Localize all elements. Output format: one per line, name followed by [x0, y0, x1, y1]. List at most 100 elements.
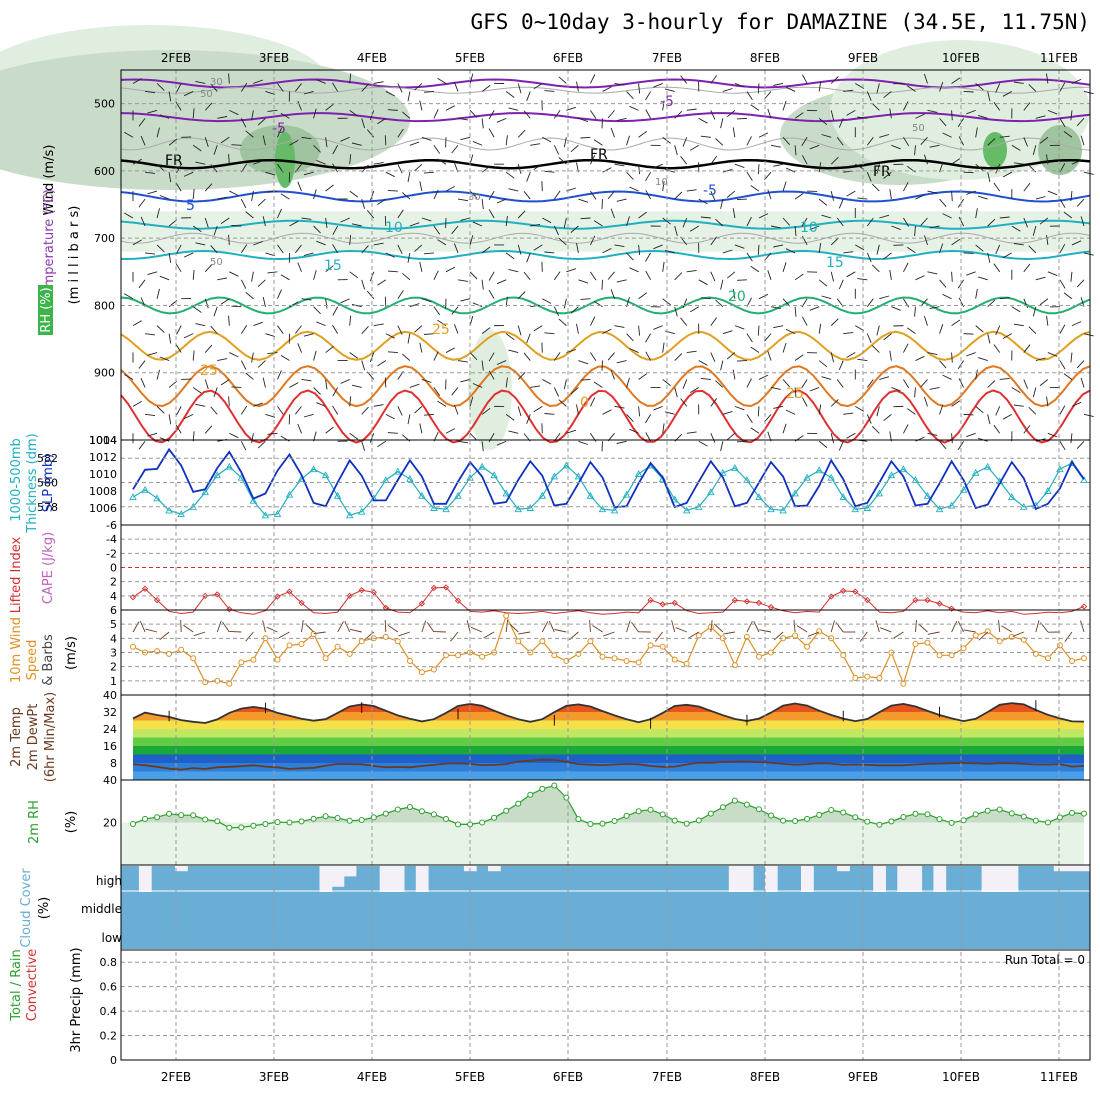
wind-barb: [257, 440, 266, 449]
wind-barb: [469, 190, 478, 199]
wind-barb: [689, 225, 700, 232]
wind-barb: [939, 243, 944, 254]
wind-barb: [871, 264, 880, 273]
wind-barb: [830, 433, 835, 444]
li-point: [129, 594, 137, 601]
wind-barb: [530, 385, 541, 388]
wind-barb: [423, 333, 434, 335]
wind-barb-10m: [753, 621, 760, 633]
bottom-date-tick: 11FEB: [1040, 1070, 1078, 1084]
li-tick: -4: [106, 533, 117, 546]
contour-label: 25: [786, 386, 804, 402]
wind-barb-10m: [266, 626, 278, 633]
wind-barb-10m: [145, 628, 158, 633]
wind-barb: [838, 198, 844, 209]
wind-barb-10m: [304, 623, 314, 633]
wind-barb: [915, 275, 925, 281]
wind-barb: [397, 290, 404, 299]
wind-barb: [204, 264, 213, 273]
wind-barb: [469, 235, 474, 246]
ylabel-thickness-b: Thickness (dm): [25, 433, 40, 533]
wind-barb: [764, 252, 772, 261]
wind-barb: [879, 295, 890, 300]
wind-barb: [349, 432, 359, 440]
wind-barb: [156, 163, 165, 172]
wind-barb: [340, 136, 350, 142]
wind-barb: [229, 271, 239, 277]
wind-barb: [1028, 406, 1037, 415]
wind-barb: [481, 441, 484, 452]
wind-barb: [316, 240, 326, 246]
wind-speed-point: [671, 656, 678, 663]
ylabel-slp-part: SLP (mb): [41, 454, 56, 513]
wind-barb: [927, 271, 938, 275]
precip-tick: 0.6: [100, 981, 118, 994]
wind-barb: [855, 244, 865, 251]
wind-barb: [505, 377, 508, 388]
wind-barb-10m: [998, 620, 1001, 633]
wind-barb: [866, 137, 874, 146]
wind-barb: [229, 109, 239, 116]
wind-barb: [168, 252, 172, 263]
wind-barb: [662, 342, 665, 353]
wind-barb: [638, 83, 641, 94]
thickness-point: [321, 471, 330, 479]
wind-barb: [204, 217, 209, 228]
contour-label: FR: [590, 147, 608, 163]
wind-speed-point: [611, 655, 618, 662]
top-date-tick: 4FEB: [357, 51, 387, 65]
wind-barb: [846, 271, 856, 278]
ylabel-cape: CAPE (J/kg): [41, 532, 56, 604]
wind-speed-point: [286, 642, 293, 649]
wind-barb: [245, 130, 254, 138]
wind-barb: [674, 387, 678, 398]
wind-barb-10m: [688, 631, 700, 639]
wind-barb: [802, 316, 808, 326]
wind-barb: [610, 208, 615, 219]
run-total-annotation: Run Total = 0: [1005, 953, 1085, 967]
wind-barb: [957, 279, 964, 289]
contour-label: 15: [324, 258, 342, 274]
wind-barb: [1035, 357, 1046, 361]
wind-barb: [782, 262, 787, 272]
wind-barb-10m: [245, 631, 254, 642]
temp-band: [133, 746, 1084, 755]
rh-point: [394, 806, 401, 813]
wind-barb: [710, 398, 718, 407]
wind-barb: [664, 249, 675, 254]
wind-barb: [818, 323, 822, 334]
wind-barb: [530, 304, 541, 308]
thickness-point: [935, 505, 944, 513]
wind-barb: [530, 143, 541, 146]
wind-barb: [445, 105, 456, 111]
wind-barb: [726, 432, 736, 441]
wind-barb: [1071, 159, 1082, 165]
wind-barb: [558, 157, 567, 165]
wind-barb: [903, 424, 909, 434]
wind-speed-point: [250, 656, 257, 663]
ylabel-li: Lifted Index: [9, 536, 24, 613]
wind-barb: [1013, 162, 1024, 165]
rh-point: [1044, 819, 1051, 826]
wind-barb: [138, 441, 146, 450]
wind-barb: [715, 218, 724, 227]
wind-barb: [846, 109, 856, 116]
wind-barb-10m: [349, 628, 362, 633]
wind-barb: [758, 213, 769, 219]
temp-band: [133, 720, 1084, 729]
wind-barb: [818, 360, 828, 368]
wind-barb: [645, 91, 652, 101]
thickness-point: [707, 488, 715, 496]
rh-point: [828, 807, 835, 813]
wind-barb: [523, 191, 531, 200]
wind-barb: [192, 350, 195, 361]
rh-point: [202, 816, 209, 823]
wind-barb: [325, 184, 334, 192]
wind-barb: [1035, 115, 1046, 119]
wind-barb: [1059, 360, 1066, 370]
wind-barb: [866, 333, 872, 343]
wind-speed-point: [960, 645, 967, 652]
wind-tick: 1: [110, 675, 117, 688]
wind-barb: [421, 217, 432, 222]
wind-barb: [975, 163, 984, 171]
